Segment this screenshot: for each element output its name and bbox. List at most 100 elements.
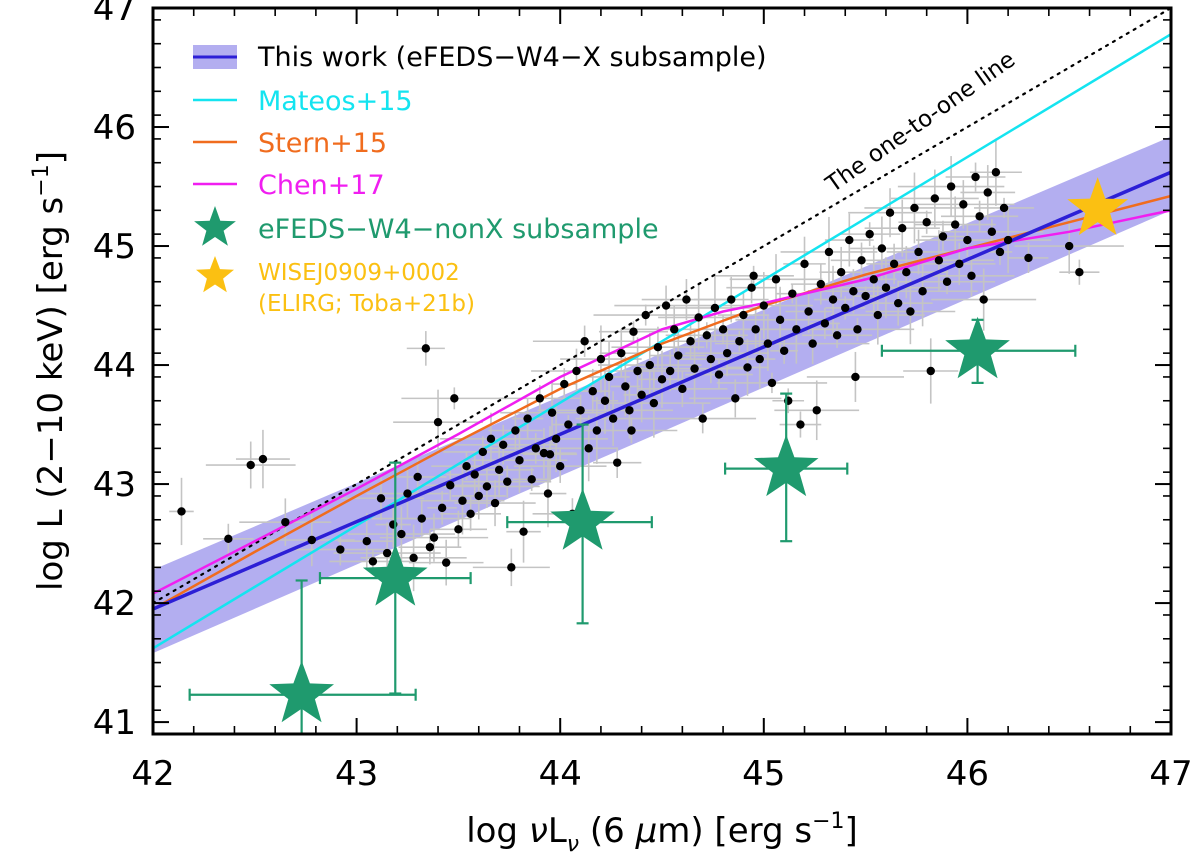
sample-point-58	[588, 387, 597, 396]
sample-point-13	[403, 489, 412, 498]
wise-star	[1067, 177, 1129, 235]
y-tick-label-3: 44	[93, 346, 136, 386]
sample-point-34	[490, 498, 500, 508]
sample-point-144	[938, 232, 948, 241]
sample-point-81	[682, 295, 691, 304]
sample-point-49	[551, 434, 561, 444]
sample-point-74	[653, 342, 663, 352]
x-title-paren: (6	[579, 811, 636, 851]
y-tick-label-0: 41	[93, 703, 136, 743]
sample-point-31	[478, 447, 488, 457]
sample-point-44	[531, 444, 540, 453]
sample-point-113	[812, 406, 821, 415]
sample-point-65	[617, 348, 626, 358]
sample-point-47	[543, 489, 553, 498]
sample-point-93	[731, 394, 740, 403]
plot-frame	[151, 6, 1173, 736]
sample-point-134	[898, 223, 907, 233]
sample-point-64	[613, 458, 622, 467]
x-title-L: L	[548, 811, 567, 851]
sample-point-141	[926, 366, 935, 376]
sample-point-17	[421, 344, 431, 353]
sample-point-6	[336, 545, 345, 554]
y-tick-label-2: 43	[93, 465, 136, 505]
x-title-unit: m) [erg s	[657, 811, 812, 851]
sample-point-157	[991, 168, 1001, 177]
nonx-star-0	[269, 660, 334, 723]
sample-point-136	[906, 307, 915, 316]
sample-point-4	[281, 517, 290, 527]
nonx-star-4	[945, 316, 1010, 379]
y-tick-label-5: 46	[93, 108, 136, 148]
legend-label-chen: Chen+17	[258, 170, 385, 201]
sample-point-124	[857, 256, 866, 265]
sample-point-12	[397, 529, 406, 539]
sample-point-82	[686, 337, 695, 346]
sample-point-21	[437, 503, 447, 513]
sample-point-85	[698, 414, 707, 423]
sample-point-163	[1075, 268, 1084, 277]
sample-point-75	[657, 375, 667, 384]
sample-point-61	[600, 396, 610, 405]
sample-point-8	[368, 557, 378, 566]
sample-point-94	[735, 337, 744, 346]
sample-point-142	[930, 194, 940, 203]
sample-point-123	[853, 325, 862, 334]
sample-point-95	[739, 310, 748, 320]
sample-point-107	[788, 289, 797, 298]
sample-point-39	[511, 426, 520, 435]
legend-swatch-wise-star	[196, 256, 234, 293]
sample-point-105	[779, 346, 789, 355]
sample-point-25	[454, 525, 463, 534]
y-tick-label-1: 42	[93, 584, 136, 624]
sample-point-88	[710, 303, 720, 313]
sample-point-129	[877, 244, 887, 253]
sample-point-131	[885, 208, 895, 217]
sample-point-152	[971, 172, 980, 182]
sample-point-145	[942, 277, 952, 286]
sample-point-9	[376, 494, 386, 503]
y-title-main: log L (2−10 keV) [erg s	[31, 197, 71, 591]
sample-point-96	[743, 363, 752, 372]
sample-point-117	[828, 295, 838, 304]
sample-point-19	[429, 533, 439, 542]
sample-point-43	[527, 475, 536, 484]
sample-point-158	[995, 247, 1005, 257]
legend: This work (eFEDS−W4−X subsample) Mateos+…	[193, 42, 767, 317]
sample-point-146	[946, 182, 956, 191]
sample-point-45	[535, 394, 545, 403]
legend-wise-star-shape	[196, 256, 234, 293]
x-axis-title: log νLν (6 μm) [erg s−1]	[466, 809, 858, 857]
one-to-one-annotation: The one-to-one line	[821, 47, 1021, 199]
axis-ticks: 42 43 44 45 46 47 41 42 43 44 45 46 47	[93, 0, 1193, 794]
x-tick-label-1: 43	[335, 754, 378, 794]
sample-point-71	[641, 310, 650, 320]
y-tick-label-4: 45	[93, 227, 136, 267]
sample-point-56	[580, 337, 589, 346]
legend-label-wise-1: WISEJ0909+0002	[258, 260, 460, 286]
sample-point-27	[462, 462, 471, 471]
sample-point-5	[307, 535, 317, 545]
sample-point-165	[851, 372, 860, 382]
sample-point-116	[824, 247, 834, 257]
sample-point-69	[633, 366, 642, 376]
sample-point-91	[722, 348, 732, 358]
sample-point-118	[832, 331, 842, 340]
x-title-mu: μ	[635, 811, 658, 851]
sample-point-92	[727, 295, 736, 304]
sample-point-76	[661, 301, 671, 310]
x-title-prefix: log	[466, 811, 529, 851]
x-tick-label-4: 46	[946, 754, 989, 794]
legend-swatch-nonx-star	[194, 206, 236, 246]
sample-point-59	[592, 426, 602, 435]
sample-point-120	[841, 303, 850, 313]
legend-nonx-star-shape	[194, 206, 236, 246]
sample-point-98	[751, 325, 760, 334]
sample-point-121	[845, 235, 854, 245]
sample-point-99	[755, 354, 764, 364]
sample-point-67	[625, 406, 634, 415]
sample-point-26	[458, 496, 467, 505]
sample-point-77	[665, 366, 675, 376]
sample-point-161	[1024, 253, 1033, 263]
